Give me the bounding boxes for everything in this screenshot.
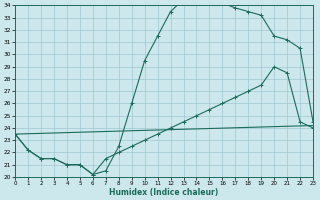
X-axis label: Humidex (Indice chaleur): Humidex (Indice chaleur): [109, 188, 219, 197]
